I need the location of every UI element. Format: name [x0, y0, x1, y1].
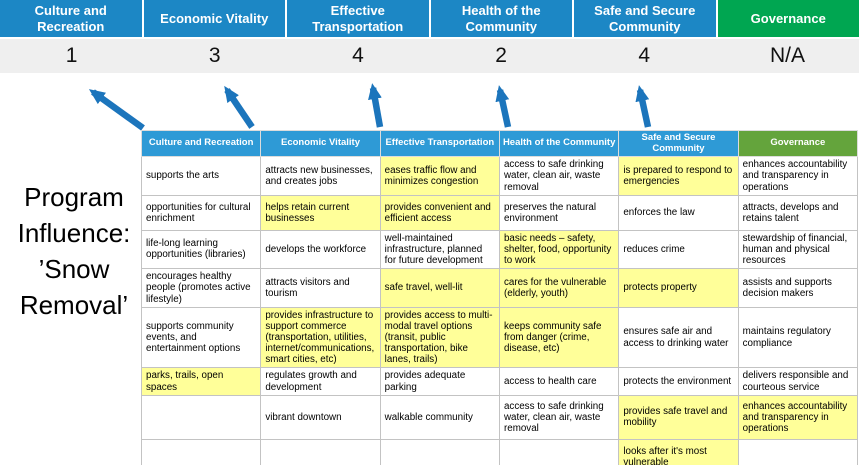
matrix-cell [140, 394, 262, 440]
kpi-score-row: 1 3 4 2 4 N/A [0, 39, 859, 73]
matrix-cell: attracts visitors and tourism [260, 268, 381, 308]
arrow-group [88, 83, 652, 131]
matrix-cell: attracts new businesses, and creates job… [260, 156, 381, 196]
matrix-cell: life-long learning opportunities (librar… [140, 229, 262, 270]
matrix-cell: access to safe drinking water, clean air… [498, 394, 620, 440]
matrix-cell: preserves the natural environment [498, 194, 620, 231]
table-row: encourages healthy people (promotes acti… [140, 268, 859, 308]
table-row: supports the arts attracts new businesses… [140, 156, 859, 196]
matrix-header-row: Culture and Recreation Economic Vitality E… [140, 129, 859, 158]
score-arrows [88, 83, 652, 131]
matrix-cell: supports the arts [140, 156, 262, 196]
matrix-cell: regulates growth and development [260, 367, 381, 396]
matrix-cell: access to health care [498, 367, 620, 396]
up-arrow-icon [224, 85, 255, 129]
matrix-cell-highlighted: eases traffic flow and minimizes congest… [379, 156, 500, 196]
matrix-cell: maintains regulatory compliance [737, 306, 859, 369]
table-row: life-long learning opportunities (librar… [140, 229, 859, 270]
matrix-cell-highlighted: safe travel, well-lit [379, 268, 500, 308]
up-arrow-icon [495, 85, 512, 128]
matrix-cell [498, 438, 620, 465]
matrix-cell: develops the workforce [260, 229, 381, 270]
kpi-header-safe-and-secure-community: Safe and Secure Community [574, 0, 716, 37]
up-arrow-icon [368, 83, 384, 128]
matrix-cell [140, 438, 262, 465]
kpi-score-safe-and-secure-community: 4 [638, 44, 651, 67]
matrix-cell: well-maintained infrastructure, planned … [379, 229, 500, 270]
kpi-score-health-of-the-community: 2 [495, 44, 507, 67]
kpi-header-governance: Governance [717, 0, 859, 37]
matrix-cell [379, 438, 500, 465]
matrix-cell-highlighted: keeps community safe from danger (crime,… [498, 306, 620, 369]
matrix-cell: opportunities for cultural enrichment [140, 194, 262, 231]
table-row: supports community events, and entertain… [140, 306, 859, 369]
table-row: looks after it's most vulnerable [140, 438, 859, 465]
kpi-score-governance: N/A [769, 44, 805, 67]
matrix-header-culture-and-recreation: Culture and Recreation [140, 129, 262, 158]
matrix-cell: enforces the law [618, 194, 739, 231]
matrix-cell-highlighted: basic needs – safety, shelter, food, opp… [498, 229, 620, 270]
matrix-cell: ensures safe air and access to drinking … [618, 306, 739, 369]
matrix-header-economic-vitality: Economic Vitality [260, 129, 381, 158]
matrix-cell: supports community events, and entertain… [140, 306, 262, 369]
matrix-cell: protects the environment [618, 367, 739, 396]
matrix-cell: reduces crime [618, 229, 739, 270]
kpi-score-economic-vitality: 3 [208, 44, 221, 67]
matrix-header-effective-transportation: Effective Transportation [379, 129, 500, 158]
matrix-cell: access to safe drinking water, clean air… [498, 156, 620, 196]
matrix-cell: vibrant downtown [260, 394, 381, 440]
matrix-cell-highlighted: enhances accountability and transparency… [737, 394, 859, 440]
matrix-body: supports the arts attracts new businesses… [140, 156, 859, 465]
matrix-cell: delivers responsible and courteous servi… [737, 367, 859, 396]
matrix-cell [737, 438, 859, 465]
kpi-header-economic-vitality: Economic Vitality [143, 0, 285, 37]
matrix-cell [260, 438, 381, 465]
matrix-cell-highlighted: is prepared to respond to emergencies [618, 156, 739, 196]
influence-matrix: Culture and Recreation Economic Vitality E… [140, 129, 859, 465]
matrix-header-health-of-the-community: Health of the Community [498, 129, 620, 158]
matrix-header-safe-and-secure-community: Safe and Secure Community [618, 129, 739, 158]
matrix-cell: enhances accountability and transparency… [737, 156, 859, 196]
kpi-header-culture-and-recreation: Culture and Recreation [0, 0, 142, 37]
page-title: Program Influence: ’Snow Removal’ [17, 182, 131, 320]
matrix-cell: encourages healthy people (promotes acti… [140, 268, 262, 308]
kpi-header-row: Culture and Recreation Economic Vitality E… [0, 0, 859, 37]
up-arrow-icon [88, 89, 145, 131]
matrix-cell-highlighted: provides convenient and efficient access [379, 194, 500, 231]
kpi-header-effective-transportation: Effective Transportation [287, 0, 429, 37]
matrix-cell: stewardship of financial, human and phys… [737, 229, 859, 270]
matrix-cell: walkable community [379, 394, 500, 440]
matrix-cell: provides adequate parking [379, 367, 500, 396]
kpi-score-effective-transportation: 4 [352, 44, 364, 67]
matrix-cell-highlighted: provides access to multi-modal travel op… [379, 306, 500, 369]
kpi-header-health-of-the-community: Health of the Community [430, 0, 572, 37]
matrix-cell-highlighted: provides safe travel and mobility [618, 394, 739, 440]
kpi-score-culture-and-recreation: 1 [65, 44, 78, 67]
up-arrow-icon [635, 85, 652, 128]
matrix-cell-highlighted: looks after it's most vulnerable [618, 438, 739, 465]
matrix-cell-highlighted: cares for the vulnerable (elderly, youth… [498, 268, 620, 308]
matrix-cell: assists and supports decision makers [737, 268, 859, 308]
table-row: opportunities for cultural enrichment hel… [140, 194, 859, 231]
matrix-cell-highlighted: parks, trails, open spaces [140, 367, 262, 396]
matrix-header-governance: Governance [737, 129, 859, 158]
matrix-cell-highlighted: provides infrastructure to support comme… [260, 306, 381, 369]
matrix-cell-highlighted: protects property [618, 268, 739, 308]
table-row: vibrant downtown walkable community access… [140, 394, 859, 440]
table-row: parks, trails, open spaces regulates grow… [140, 367, 859, 396]
matrix-cell: attracts, develops and retains talent [737, 194, 859, 231]
matrix-cell-highlighted: helps retain current businesses [260, 194, 381, 231]
